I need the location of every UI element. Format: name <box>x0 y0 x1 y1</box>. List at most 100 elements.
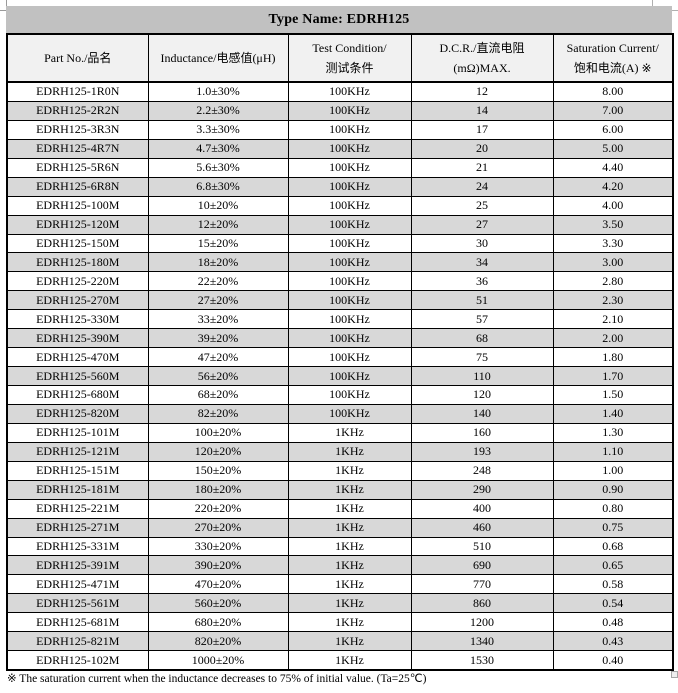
col-header-line: (mΩ)MAX. <box>453 61 511 75</box>
dcr-cell: 21 <box>410 157 554 178</box>
saturation-current-cell: 1.70 <box>552 366 674 386</box>
inductance-cell: 33±20% <box>147 309 289 330</box>
inductance-cell: 120±20% <box>147 441 289 462</box>
table-row: EDRH125-3R3N 3.3±30% 100KHz 17 6.00 <box>6 119 674 140</box>
dcr-cell: 75 <box>410 347 554 368</box>
inductance-cell: 1000±20% <box>147 650 289 671</box>
inductance-cell: 82±20% <box>147 403 289 424</box>
test-condition-cell: 1KHz <box>287 498 412 519</box>
table-row: EDRH125-821M 820±20% 1KHz 1340 0.43 <box>6 631 674 652</box>
table-row: EDRH125-100M 10±20% 100KHz 25 4.00 <box>6 195 674 216</box>
col-header-line: Saturation Current/ <box>566 41 659 55</box>
part-no-cell: EDRH125-390M <box>6 328 149 349</box>
test-condition-cell: 1KHz <box>287 650 412 671</box>
saturation-current-cell: 0.65 <box>552 555 674 576</box>
test-condition-cell: 1KHz <box>287 593 412 614</box>
dcr-cell: 14 <box>410 100 554 121</box>
dcr-cell: 290 <box>410 479 554 500</box>
inductance-cell: 39±20% <box>147 328 289 349</box>
table-row: EDRH125-5R6N 5.6±30% 100KHz 21 4.40 <box>6 157 674 178</box>
part-no-cell: EDRH125-681M <box>6 612 149 633</box>
inductance-cell: 330±20% <box>147 536 289 557</box>
test-condition-cell: 1KHz <box>287 517 412 538</box>
type-name-title-bar: Type Name: EDRH125 <box>6 6 672 33</box>
test-condition-cell: 1KHz <box>287 612 412 633</box>
inductance-cell: 5.6±30% <box>147 157 289 178</box>
table-row: EDRH125-2R2N 2.2±30% 100KHz 14 7.00 <box>6 100 674 121</box>
part-no-cell: EDRH125-271M <box>6 517 149 538</box>
table-row: EDRH125-271M 270±20% 1KHz 460 0.75 <box>6 517 674 538</box>
saturation-current-cell: 6.00 <box>552 119 674 140</box>
saturation-current-cell: 3.30 <box>552 233 674 254</box>
inductance-cell: 100±20% <box>147 422 289 443</box>
saturation-current-cell: 0.68 <box>552 536 674 557</box>
dcr-cell: 24 <box>410 176 554 197</box>
test-condition-cell: 1KHz <box>287 536 412 557</box>
test-condition-cell: 1KHz <box>287 574 412 595</box>
dcr-cell: 34 <box>410 252 554 273</box>
test-condition-cell: 100KHz <box>287 176 412 197</box>
dcr-cell: 12 <box>410 81 554 102</box>
col-header-line: Test Condition/ <box>312 41 387 55</box>
dcr-cell: 120 <box>410 385 554 405</box>
saturation-current-footnote: ※ The saturation current when the induct… <box>7 673 427 685</box>
saturation-current-cell: 1.10 <box>552 441 674 462</box>
table-body: EDRH125-1R0N 1.0±30% 100KHz 12 8.00 EDRH125-2… <box>6 81 674 671</box>
col-header-line: Part No./品名 <box>44 51 112 65</box>
dcr-cell: 36 <box>410 271 554 292</box>
test-condition-cell: 100KHz <box>287 309 412 330</box>
saturation-current-cell: 8.00 <box>552 81 674 102</box>
col-header-line: 饱和电流(A) ※ <box>573 61 652 75</box>
test-condition-cell: 100KHz <box>287 100 412 121</box>
table-row: EDRH125-390M 39±20% 100KHz 68 2.00 <box>6 328 674 349</box>
table-row: EDRH125-101M 100±20% 1KHz 160 1.30 <box>6 422 674 443</box>
dcr-cell: 110 <box>410 366 554 386</box>
part-no-cell: EDRH125-102M <box>6 650 149 671</box>
table-row: EDRH125-680M 68±20% 100KHz 120 1.50 <box>6 385 674 405</box>
saturation-current-cell: 0.90 <box>552 479 674 500</box>
type-name-title: Type Name: EDRH125 <box>268 11 410 27</box>
table-row: EDRH125-471M 470±20% 1KHz 770 0.58 <box>6 574 674 595</box>
table-row: EDRH125-560M 56±20% 100KHz 110 1.70 <box>6 366 674 386</box>
saturation-current-cell: 0.75 <box>552 517 674 538</box>
test-condition-cell: 100KHz <box>287 195 412 216</box>
part-no-cell: EDRH125-560M <box>6 366 149 386</box>
inductance-cell: 150±20% <box>147 460 289 481</box>
saturation-current-cell: 2.80 <box>552 271 674 292</box>
part-no-cell: EDRH125-1R0N <box>6 81 149 102</box>
dcr-cell: 690 <box>410 555 554 576</box>
inductance-cell: 3.3±30% <box>147 119 289 140</box>
saturation-current-cell: 3.50 <box>552 214 674 235</box>
page-edge-fragment-bottom-right <box>671 671 678 678</box>
dcr-cell: 460 <box>410 517 554 538</box>
inductance-cell: 2.2±30% <box>147 100 289 121</box>
part-no-cell: EDRH125-391M <box>6 555 149 576</box>
col-header-saturation-current: Saturation Current/ 饱和电流(A) ※ <box>552 33 674 83</box>
saturation-current-cell: 3.00 <box>552 252 674 273</box>
page-edge-fragment-top-left <box>0 0 7 11</box>
part-no-cell: EDRH125-820M <box>6 403 149 424</box>
dcr-cell: 248 <box>410 460 554 481</box>
table-row: EDRH125-6R8N 6.8±30% 100KHz 24 4.20 <box>6 176 674 197</box>
test-condition-cell: 1KHz <box>287 555 412 576</box>
inductance-cell: 15±20% <box>147 233 289 254</box>
table-row: EDRH125-120M 12±20% 100KHz 27 3.50 <box>6 214 674 235</box>
dcr-cell: 25 <box>410 195 554 216</box>
test-condition-cell: 100KHz <box>287 403 412 424</box>
col-header-part-no: Part No./品名 <box>6 33 149 83</box>
inductance-cell: 390±20% <box>147 555 289 576</box>
saturation-current-cell: 5.00 <box>552 138 674 159</box>
test-condition-cell: 1KHz <box>287 441 412 462</box>
test-condition-cell: 100KHz <box>287 328 412 349</box>
dcr-cell: 57 <box>410 309 554 330</box>
dcr-cell: 510 <box>410 536 554 557</box>
table-row: EDRH125-181M 180±20% 1KHz 290 0.90 <box>6 479 674 500</box>
part-no-cell: EDRH125-2R2N <box>6 100 149 121</box>
test-condition-cell: 100KHz <box>287 385 412 405</box>
table-row: EDRH125-331M 330±20% 1KHz 510 0.68 <box>6 536 674 557</box>
table-row: EDRH125-121M 120±20% 1KHz 193 1.10 <box>6 441 674 462</box>
col-header-test-condition: Test Condition/ 测试条件 <box>287 33 412 83</box>
dcr-cell: 1530 <box>410 650 554 671</box>
dcr-cell: 27 <box>410 214 554 235</box>
